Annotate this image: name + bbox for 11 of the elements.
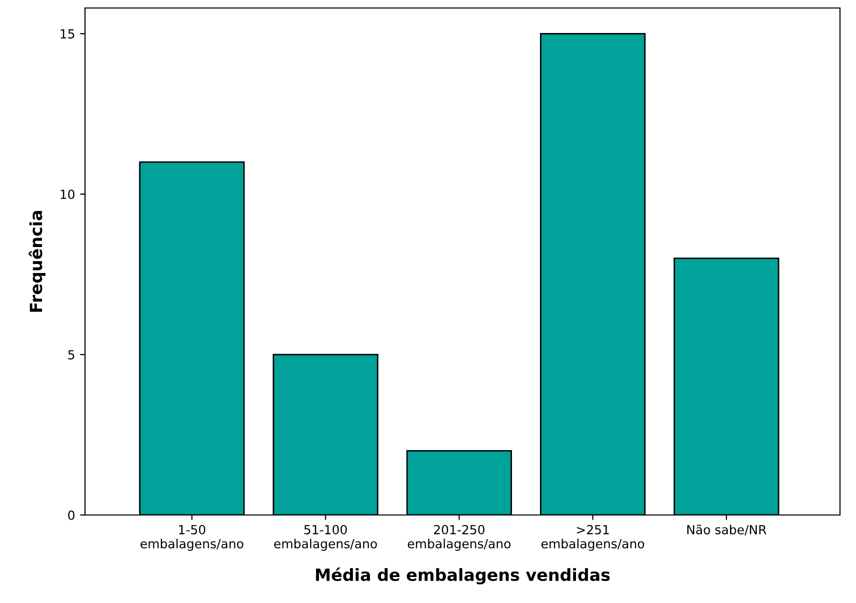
- x-tick-label: >251 embalagens/ano: [541, 524, 644, 551]
- y-tick-label: 10: [60, 190, 74, 200]
- x-tick-label: Não sabe/NR: [687, 524, 766, 536]
- y-tick-label: 0: [68, 510, 74, 520]
- x-tick-label: 201-250 embalagens/ano: [408, 524, 511, 551]
- y-axis-title: Frequência: [28, 210, 46, 312]
- x-tick-label: 1-50 embalagens/ano: [140, 524, 244, 551]
- x-tick-label: 51-100 embalagens/ano: [274, 524, 377, 551]
- y-tick-label: 15: [60, 29, 74, 39]
- x-axis-title: Média de embalagens vendidas: [316, 567, 610, 584]
- y-tick-label: 5: [68, 350, 74, 360]
